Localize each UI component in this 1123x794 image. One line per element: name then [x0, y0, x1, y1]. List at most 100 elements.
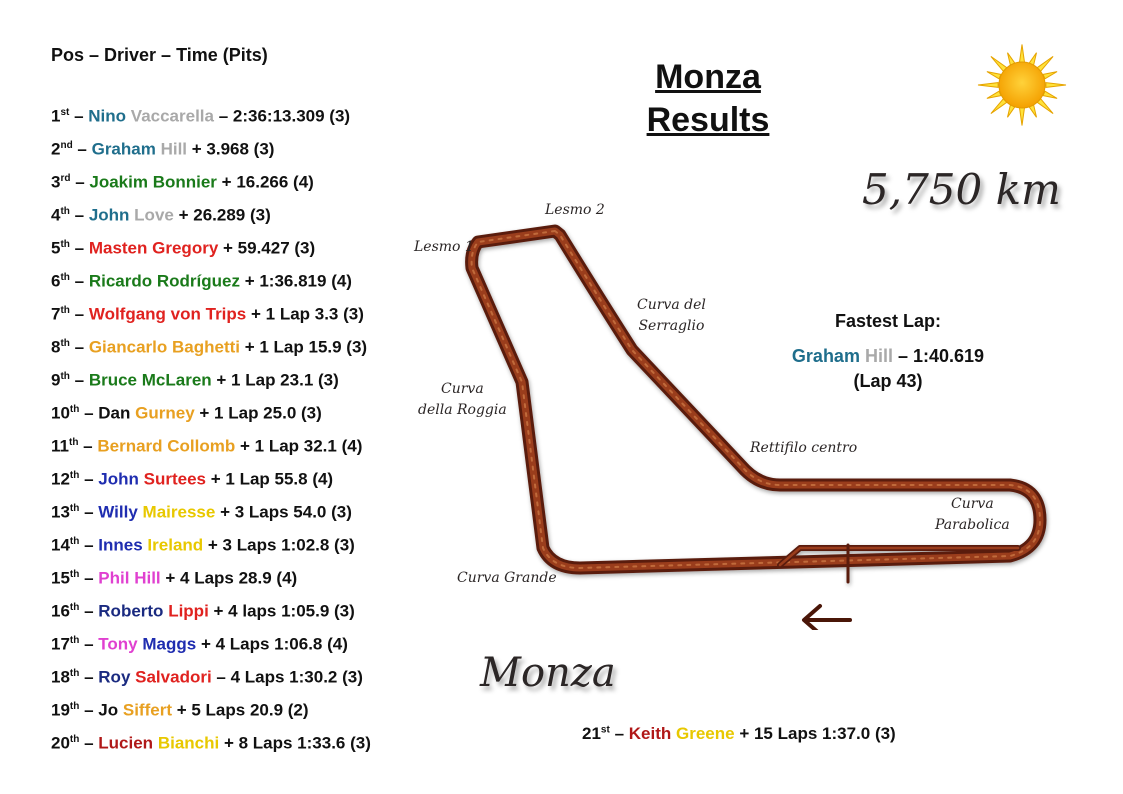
result-first-name: John: [88, 205, 130, 225]
result-dash: –: [69, 205, 89, 225]
result-last-name: Bonnier: [152, 172, 217, 192]
result-time: + 15 Laps 1:37.0 (3): [739, 724, 896, 743]
result-row: 13th – Willy Mairesse + 3 Laps 54.0 (3): [51, 497, 371, 530]
result-last-name: Baghetti: [171, 337, 240, 357]
result-position: 13: [51, 502, 70, 522]
result-row: 16th – Roberto Lippi + 4 laps 1:05.9 (3): [51, 596, 371, 629]
result-last-name: Collomb: [167, 436, 236, 456]
result-row: 19th – Jo Siffert + 5 Laps 20.9 (2): [51, 695, 371, 728]
result-position-suffix: th: [69, 668, 80, 679]
result-position-suffix: th: [60, 206, 70, 217]
result-dash: –: [72, 139, 92, 159]
sun-ray: [986, 71, 1002, 80]
result-position-suffix: th: [69, 701, 80, 712]
result-first-name: Giancarlo: [88, 337, 168, 357]
result-position-suffix: st: [600, 724, 610, 736]
result-position-suffix: rd: [60, 173, 71, 184]
result-position-suffix: th: [68, 437, 79, 448]
result-time: + 3.968 (3): [191, 139, 275, 159]
result-position: 21: [582, 724, 601, 743]
sun-ray: [1018, 44, 1026, 64]
result-last-name: Lippi: [168, 601, 209, 621]
result-time: + 26.289 (3): [178, 205, 271, 225]
results-list: 1st – Nino Vaccarella – 2:36:13.309 (3) 2…: [51, 101, 371, 761]
result-position-suffix: th: [69, 470, 80, 481]
result-position: 5: [51, 238, 61, 258]
results-header: Pos – Driver – Time (Pits): [51, 45, 268, 65]
result-time: + 1:36.819 (4): [244, 271, 352, 291]
result-position: 11: [51, 436, 69, 456]
result-time: – 4 Laps 1:30.2 (3): [216, 667, 363, 687]
result-position: 12: [51, 469, 70, 489]
result-row: 11th – Bernard Collomb + 1 Lap 32.1 (4): [51, 431, 371, 464]
result-position: 14: [51, 535, 70, 555]
result-time: + 3 Laps 1:02.8 (3): [207, 535, 355, 555]
result-time: 2:36:13.309 (3): [232, 106, 351, 126]
corner-label-rettifilo: Rettifilo centro: [750, 440, 858, 456]
corner-label-roggia: Curva della Roggia: [418, 379, 507, 421]
result-first-name: Tony: [98, 634, 138, 654]
result-position-suffix: th: [60, 338, 70, 349]
result-dash: –: [69, 337, 89, 357]
result-position: 16: [51, 601, 70, 621]
result-last-name: Maggs: [142, 634, 197, 654]
result-last-name: McLaren: [141, 370, 212, 390]
result-dash: –: [69, 304, 89, 324]
result-position: 19: [51, 700, 70, 720]
result-dash: –: [69, 271, 89, 291]
result-row: 17th – Tony Maggs + 4 Laps 1:06.8 (4): [51, 629, 371, 662]
result-position: 7: [51, 304, 61, 324]
track-name: Monza: [480, 650, 616, 696]
track-map: [465, 224, 1047, 630]
result-first-name: Masten: [88, 238, 148, 258]
result-row: 7th – Wolfgang von Trips + 1 Lap 3.3 (3): [51, 299, 371, 332]
result-dash: –: [78, 436, 98, 456]
corner-label-serraglio-1: Curva del: [637, 297, 706, 313]
sun-ray: [1042, 71, 1058, 80]
result-time: + 59.427 (3): [223, 238, 316, 258]
result-position: 3: [51, 172, 61, 192]
result-time: + 4 Laps 28.9 (4): [165, 568, 298, 588]
result-time: + 1 Lap 15.9 (3): [244, 337, 368, 357]
result-position-suffix: th: [60, 371, 70, 382]
result-row: 2nd – Graham Hill + 3.968 (3): [51, 134, 371, 167]
result-position-suffix: th: [60, 305, 70, 316]
result-time: + 1 Lap 3.3 (3): [250, 304, 364, 324]
result-position-suffix: th: [69, 536, 80, 547]
result-row: 12th – John Surtees + 1 Lap 55.8 (4): [51, 464, 371, 497]
result-last-name: Hill: [134, 568, 161, 588]
result-dash: –: [69, 370, 89, 390]
result-position: 20: [51, 733, 70, 753]
result-dash: –: [69, 106, 89, 126]
result-row: 6th – Ricardo Rodríguez + 1:36.819 (4): [51, 266, 371, 299]
sun-ray: [1018, 106, 1026, 126]
result-last-name: Gregory: [152, 238, 219, 258]
result-time: + 1 Lap 55.8 (4): [210, 469, 334, 489]
result-first-name: Lucien: [98, 733, 154, 753]
result-position-suffix: st: [60, 107, 70, 118]
result-position: 4: [51, 205, 61, 225]
result-row-21: 21st – Keith Greene + 15 Laps 1:37.0 (3): [582, 724, 896, 744]
fastest-lap-last-name: Hill: [864, 346, 893, 366]
result-position-suffix: th: [69, 503, 80, 514]
result-first-name: Jo: [98, 700, 119, 720]
result-first-name: Dan: [98, 403, 131, 423]
result-position: 17: [51, 634, 70, 654]
result-first-name: Willy: [98, 502, 138, 522]
result-time: + 1 Lap 32.1 (4): [240, 436, 363, 456]
result-dash: –: [79, 601, 99, 621]
result-position: 6: [51, 271, 61, 291]
result-dash: –: [79, 403, 99, 423]
result-position-suffix: th: [69, 635, 80, 646]
result-position: 10: [51, 403, 70, 423]
result-dash: –: [70, 172, 90, 192]
corner-label-lesmo-1: Lesmo 1: [414, 239, 474, 255]
corner-label-serraglio-2: Serraglio: [638, 318, 705, 334]
result-last-name: Vaccarella: [130, 106, 214, 126]
corner-label-roggia-2: della Roggia: [418, 402, 507, 418]
result-first-name: Innes: [98, 535, 143, 555]
sun-ray: [977, 82, 999, 88]
result-last-name: Rodríguez: [156, 271, 240, 291]
result-row: 18th – Roy Salvadori – 4 Laps 1:30.2 (3): [51, 662, 371, 695]
result-first-name: Joakim: [89, 172, 148, 192]
